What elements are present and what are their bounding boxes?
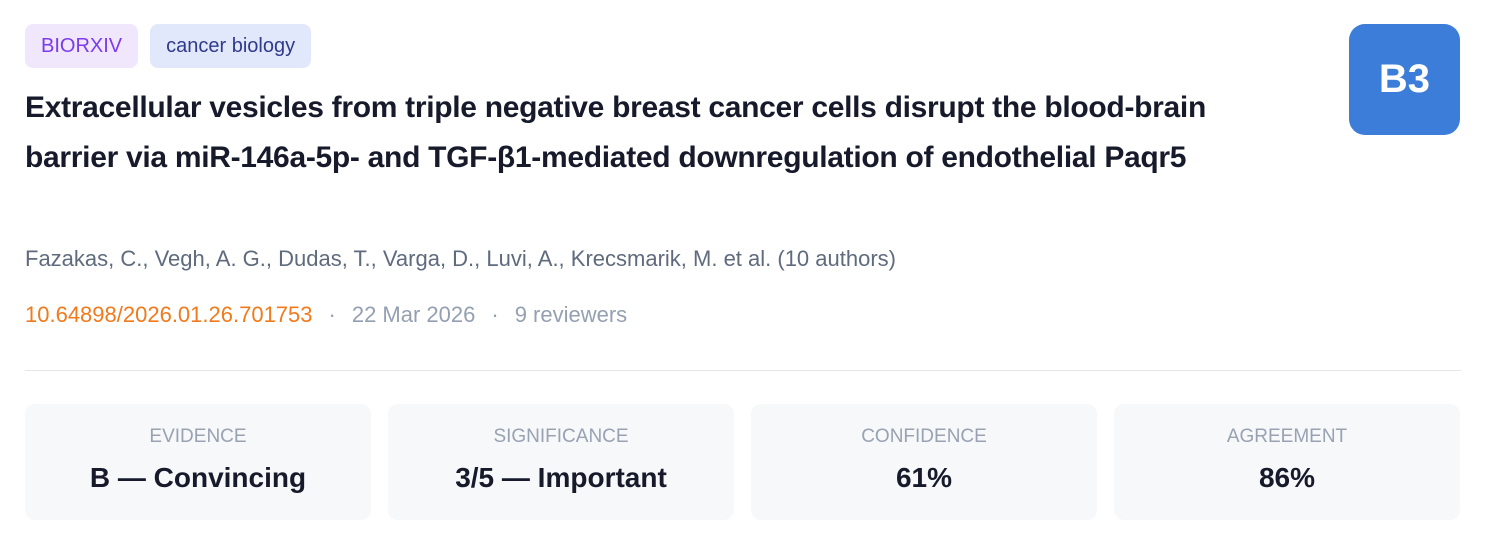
metric-card: EVIDENCE B — Convincing — [25, 404, 371, 520]
separator: · — [328, 302, 336, 327]
tag[interactable]: cancer biology — [150, 24, 312, 68]
metric-card: SIGNIFICANCE 3/5 — Important — [388, 404, 734, 520]
metric-label: EVIDENCE — [149, 426, 247, 447]
metric-value: B — Convincing — [89, 462, 307, 493]
tag[interactable]: BIORXIV — [25, 24, 139, 68]
grade-badge: B3 — [1349, 24, 1460, 135]
authors: Fazakas, C., Vegh, A. G., Dudas, T., Var… — [25, 246, 896, 271]
divider — [25, 370, 1461, 371]
metric-value: 86% — [1258, 462, 1316, 493]
metric-card: CONFIDENCE 61% — [751, 404, 1097, 520]
date: 22 Mar 2026 — [351, 302, 476, 327]
metric-label: CONFIDENCE — [861, 426, 987, 447]
tag-list: BIORXIV cancer biology — [25, 24, 312, 68]
doi-link[interactable]: 10.64898/2026.01.26.701753 — [25, 302, 313, 327]
separator: · — [491, 302, 499, 327]
metric-label: SIGNIFICANCE — [493, 426, 629, 447]
metric-value: 3/5 — Important — [455, 462, 667, 493]
metric-card: AGREEMENT 86% — [1114, 404, 1460, 520]
paper-title[interactable]: Extracellular vesicles from triple negat… — [25, 91, 1206, 174]
meta-row: 10.64898/2026.01.26.701753 · 22 Mar 2026… — [25, 302, 627, 328]
metric-value: 61% — [895, 462, 953, 493]
metric-label: AGREEMENT — [1226, 426, 1348, 447]
metric-list: EVIDENCE B — Convincing SIGNIFICANCE 3/5 — … — [25, 404, 1460, 520]
reviewers: 9 reviewers — [514, 302, 628, 327]
